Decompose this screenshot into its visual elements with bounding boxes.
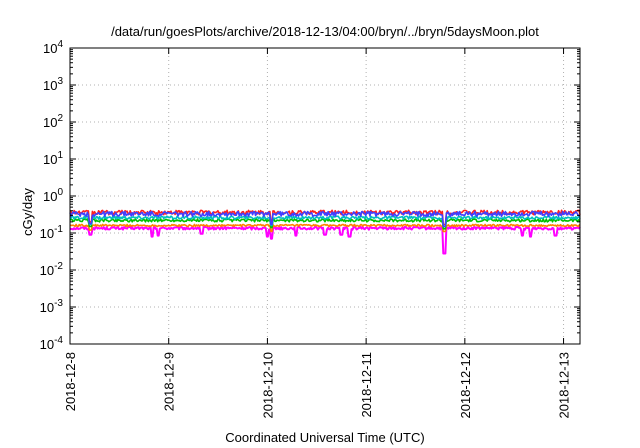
x-axis-label: Coordinated Universal Time (UTC)	[225, 430, 424, 445]
series-line	[69, 215, 581, 228]
series-line	[69, 223, 581, 233]
y-axis-ticks: 10-4 10-3 10-2 10-1 100 101 102 103 104	[40, 39, 580, 352]
y-axis-label: cGy/day	[20, 188, 35, 236]
series-line	[69, 218, 581, 230]
y-tick-label: 104	[43, 39, 63, 56]
x-tick-label: 2018-12-9	[162, 352, 177, 411]
y-tick-label: 100	[43, 187, 63, 204]
x-tick-label: 2018-12-11	[359, 352, 374, 418]
x-tick-label: 2018-12-13	[557, 352, 572, 419]
chart-title: /data/run/goesPlots/archive/2018-12-13/0…	[111, 24, 539, 39]
y-tick-label: 10-2	[40, 261, 64, 278]
series-line	[69, 225, 581, 255]
y-tick-label: 10-4	[40, 335, 64, 352]
x-tick-label: 2018-12-10	[260, 352, 275, 419]
grid	[69, 48, 580, 344]
y-tick-label: 10-3	[40, 298, 64, 315]
y-tick-label: 10-1	[40, 224, 64, 241]
series-layer	[69, 209, 581, 255]
y-tick-label: 103	[43, 76, 63, 93]
y-tick-label: 102	[43, 113, 63, 130]
series-line	[69, 210, 581, 228]
x-tick-label: 2018-12-8	[63, 352, 78, 411]
x-tick-label: 2018-12-12	[458, 352, 473, 419]
y-tick-label: 101	[43, 150, 63, 167]
x-axis-ticks: 2018-12-8 2018-12-9 2018-12-10 2018-12-11 20…	[63, 48, 572, 419]
